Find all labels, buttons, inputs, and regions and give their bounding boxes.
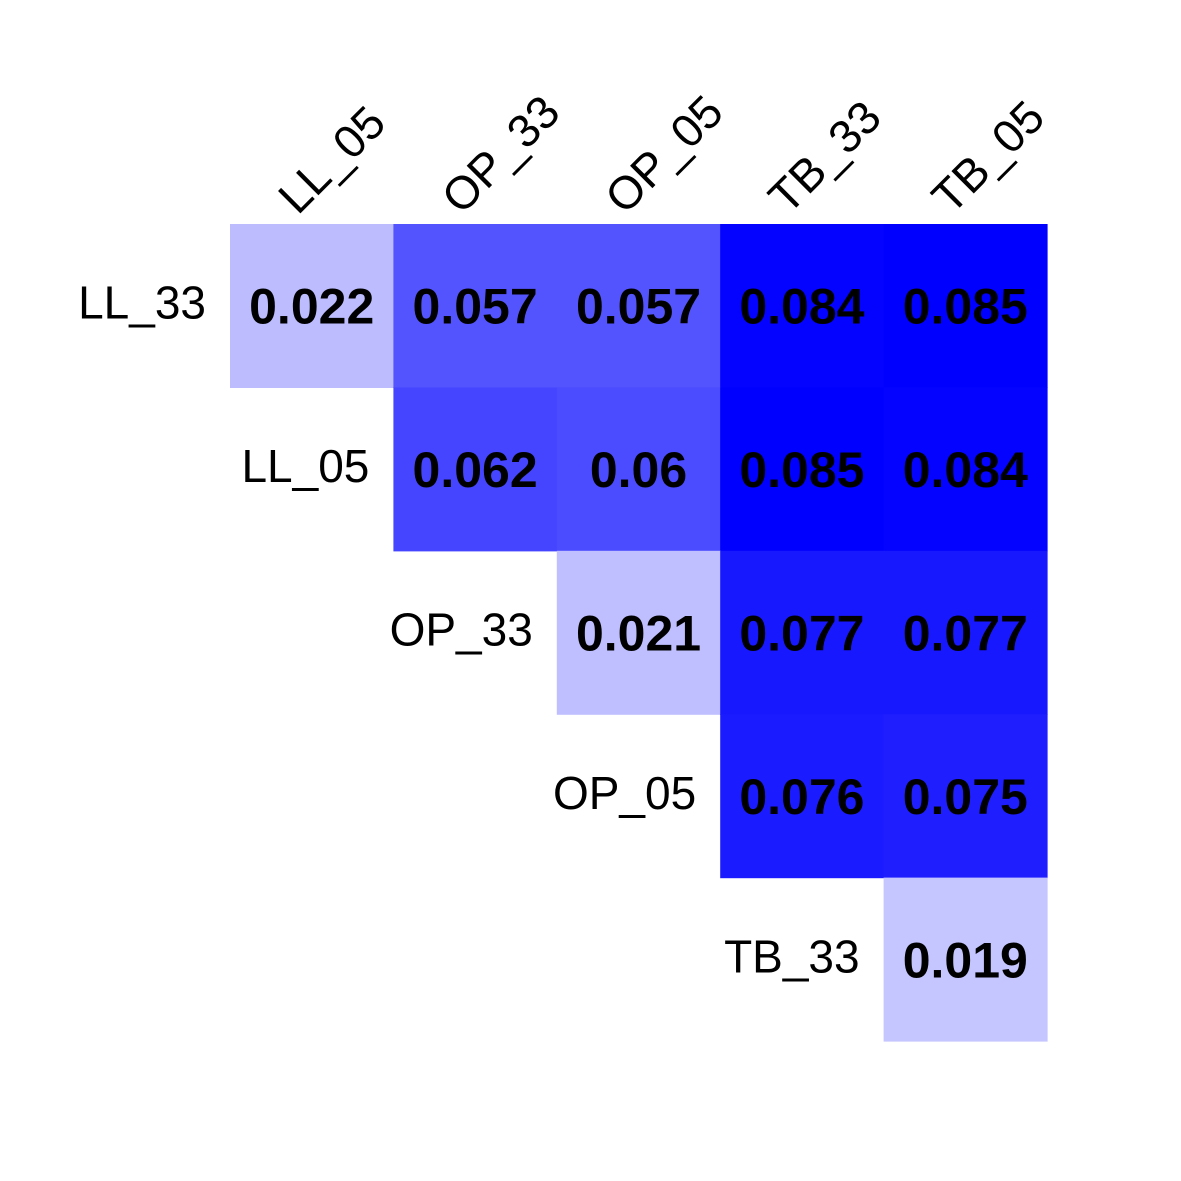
cell-value-label: 0.06 <box>590 442 687 498</box>
cell-value-label: 0.075 <box>903 769 1028 825</box>
cell-value-label: 0.019 <box>903 932 1028 988</box>
row-label: LL_05 <box>241 440 369 492</box>
heatmap-cell <box>720 387 885 552</box>
heatmap-cell <box>556 550 721 715</box>
cell-value-label: 0.077 <box>739 606 864 662</box>
heatmap-cell <box>883 714 1048 879</box>
heatmap-cell <box>393 224 558 388</box>
heatmap-cell <box>556 387 721 552</box>
row-label: LL_33 <box>78 277 206 329</box>
cell-value-label: 0.057 <box>413 279 538 335</box>
heatmap-cell <box>883 387 1048 552</box>
heatmap-cell <box>883 877 1048 1042</box>
heatmap-cell <box>393 387 558 552</box>
cell-value-label: 0.077 <box>903 606 1028 662</box>
heatmap-cell <box>883 550 1048 715</box>
cell-value-label: 0.085 <box>739 442 864 498</box>
cell-value-label: 0.021 <box>576 606 701 662</box>
heatmap-cell <box>556 224 721 388</box>
cells-layer <box>230 224 1048 1042</box>
row-label: TB_33 <box>724 930 860 982</box>
cell-value-label: 0.084 <box>739 279 864 335</box>
heatmap-cell <box>720 550 885 715</box>
cell-value-label: 0.022 <box>249 279 374 335</box>
cell-value-label: 0.085 <box>903 279 1028 335</box>
cell-value-label: 0.062 <box>413 442 538 498</box>
heatmap-cell <box>230 224 394 388</box>
row-label: OP_05 <box>553 767 696 819</box>
heatmap-cell <box>720 714 885 879</box>
row-label: OP_33 <box>390 604 533 656</box>
cell-value-label: 0.084 <box>903 442 1028 498</box>
cell-value-label: 0.076 <box>739 769 864 825</box>
cell-value-label: 0.057 <box>576 279 701 335</box>
heatmap-cell <box>720 224 885 388</box>
heatmap-cell <box>883 224 1048 388</box>
